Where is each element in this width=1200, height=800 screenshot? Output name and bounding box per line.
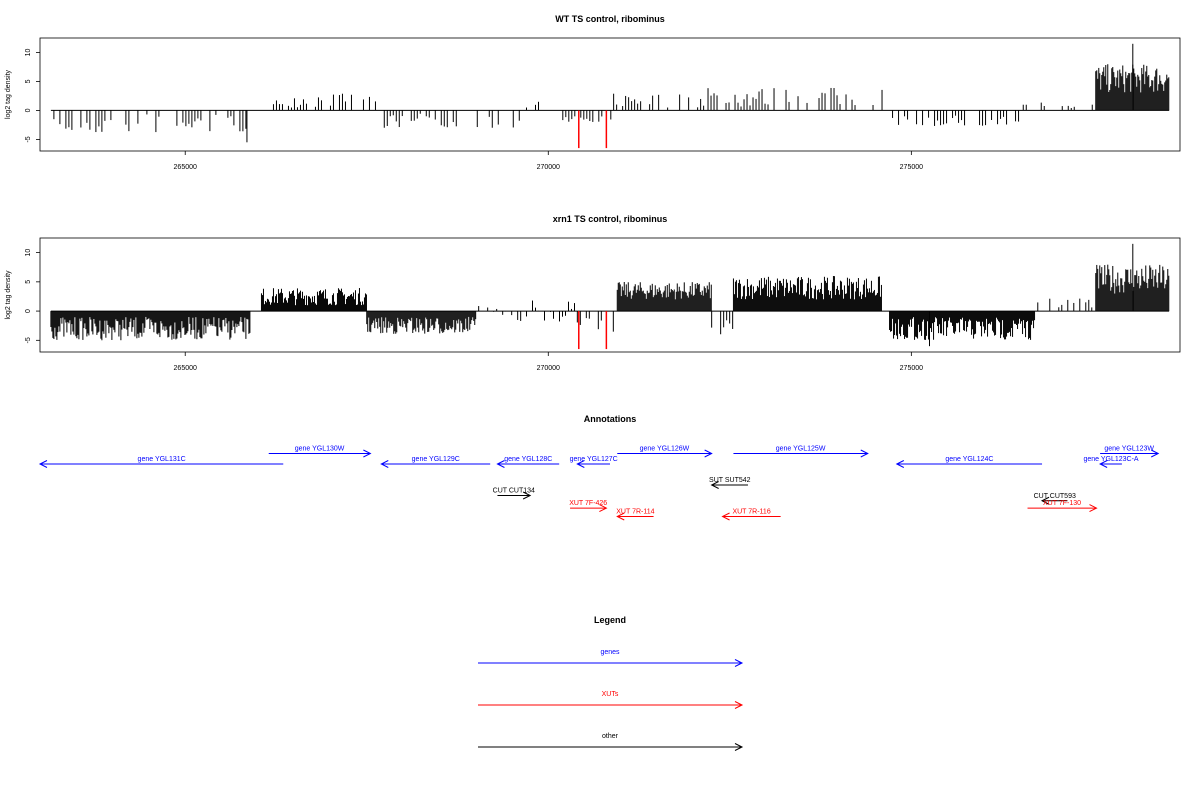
coverage-panel-xrn1: xrn1 TS control, ribominus log2 tag dens… — [5, 214, 1181, 372]
x-tick-label: 270000 — [537, 164, 560, 171]
annotation-label: XUT 7R-116 — [732, 509, 770, 516]
annotation-label: gene YGL130W — [295, 446, 345, 453]
annotation-label: CUT CUT134 — [493, 488, 535, 495]
legend-label: genes — [600, 649, 620, 656]
annotation-label: gene YGL125W — [776, 446, 826, 453]
plot-frame — [39, 237, 1181, 353]
coverage-panel-wt: WT TS control, ribominus log2 tag densit… — [5, 14, 1181, 171]
annotation-arrow — [497, 491, 532, 500]
y-axis-label-wt: log2 tag density — [5, 69, 12, 119]
y-axis-label-xrn1: log2 tag density — [5, 270, 12, 320]
y-tick-label: 10 — [25, 249, 32, 257]
annotation-arrow — [1099, 460, 1122, 468]
coverage-series — [578, 110, 608, 149]
annotation-label: XUT 7R-114 — [616, 509, 654, 516]
y-tick-label: -5 — [25, 136, 32, 142]
annotation-label: gene YGL126W — [640, 446, 690, 453]
annotation-label: XUT 7F-426 — [569, 500, 607, 507]
annotations-title: Annotations — [584, 414, 637, 424]
annotation-label: XUT 7F-130 — [1043, 500, 1081, 507]
legend-arrow — [478, 701, 744, 709]
annotation-label: SUT SUT542 — [709, 477, 751, 484]
annotation-arrow — [616, 512, 654, 521]
legend-title: Legend — [594, 615, 626, 625]
x-tick-label: 265000 — [174, 164, 197, 171]
legend-panel: Legend genes XUTs other — [478, 615, 744, 751]
annotation-arrow — [1100, 449, 1160, 458]
annotation-arrow — [1027, 504, 1098, 513]
x-tick-label: 275000 — [900, 365, 923, 372]
annotation-arrow — [721, 512, 781, 521]
legend-label: other — [602, 733, 619, 740]
annotation-arrow — [570, 504, 608, 513]
legend-label: XUTs — [602, 691, 619, 698]
coverage-series — [53, 43, 1170, 143]
coverage-series — [50, 243, 1170, 347]
legend-arrow — [478, 659, 744, 667]
annotation-arrow — [576, 460, 610, 468]
x-tick-label: 275000 — [900, 164, 923, 171]
plot-frame — [39, 37, 1181, 152]
annotation-arrow — [710, 481, 748, 489]
annotation-arrow — [38, 460, 284, 468]
legend-arrow — [478, 743, 744, 751]
annotation-label: CUT CUT593 — [1034, 493, 1076, 500]
y-tick-label: -5 — [25, 337, 32, 343]
coverage-series — [578, 311, 608, 350]
y-tick-label: 5 — [25, 79, 32, 83]
y-tick-label: 5 — [25, 280, 32, 284]
annotation-label: gene YGL129C — [412, 456, 460, 463]
annotation-label: gene YGL127C — [570, 456, 618, 463]
panel-title-wt: WT TS control, ribominus — [555, 14, 665, 24]
x-tick-label: 265000 — [174, 365, 197, 372]
y-tick-label: 10 — [25, 48, 32, 56]
annotation-arrow — [268, 449, 372, 458]
annotation-arrow — [733, 449, 869, 458]
annotation-label: gene YGL131C — [138, 456, 186, 463]
y-tick-label: 0 — [25, 309, 32, 313]
annotation-label: gene YGL123W — [1104, 446, 1154, 453]
annotation-label: gene YGL124C — [945, 456, 993, 463]
annotation-label: gene YGL128C — [504, 456, 552, 463]
panel-title-xrn1: xrn1 TS control, ribominus — [553, 214, 668, 224]
annotation-arrow — [380, 460, 491, 468]
annotation-arrow — [895, 460, 1043, 468]
annotation-label: gene YGL123C-A — [1083, 456, 1138, 463]
annotation-arrow — [1040, 496, 1068, 505]
annotations-panel: Annotations gene YGL131C gene YGL130W gene… — [38, 414, 1160, 521]
annotation-arrow — [496, 460, 560, 468]
x-tick-label: 270000 — [537, 365, 560, 372]
y-tick-label: 0 — [25, 108, 32, 112]
annotation-arrow — [617, 449, 713, 458]
